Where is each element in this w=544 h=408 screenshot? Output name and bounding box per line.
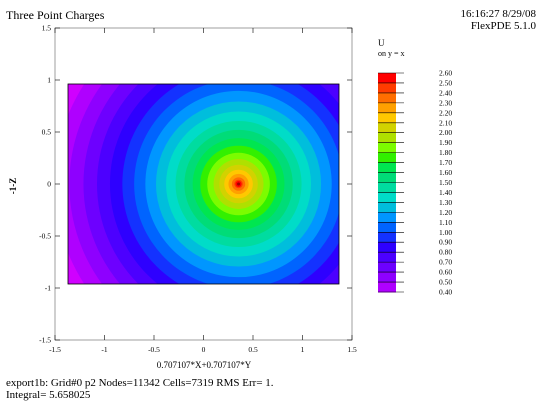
legend-swatch (378, 192, 396, 203)
x-axis: -1.5 -1 -0.5 0 0.5 1 1.5 (49, 28, 357, 354)
legend-level-label: 1.30 (439, 198, 452, 207)
legend-swatch (378, 122, 396, 134)
y-axis-label: -1-Z (8, 178, 18, 195)
legend-level-label: 0.70 (439, 258, 452, 267)
contour-bands (68, 84, 339, 284)
legend-level-label: 0.40 (439, 288, 452, 297)
legend-level-label: 2.10 (439, 118, 452, 127)
legend-surface-label: on y = x (378, 49, 405, 58)
plot-title: Three Point Charges (6, 8, 105, 22)
legend-level-label: 1.40 (439, 188, 452, 197)
y-tick-label: 0.5 (42, 128, 52, 137)
peak-marker (237, 182, 241, 186)
legend-level-label: 2.60 (439, 69, 452, 78)
legend-level-label: 0.90 (439, 238, 452, 247)
legend-swatch (378, 272, 396, 283)
legend-swatch (378, 172, 396, 183)
legend-swatch (378, 182, 396, 193)
x-axis-label: 0.707107*X+0.707107*Y (157, 360, 252, 370)
legend-swatch (378, 73, 396, 84)
legend-swatch (378, 222, 396, 233)
timestamp: 16:16:27 8/29/08 (460, 8, 536, 20)
legend-swatch (378, 132, 396, 144)
legend-swatch (378, 92, 396, 104)
x-tick-label: 1 (301, 345, 305, 354)
footer: export1b: Grid#0 p2 Nodes=11342 Cells=73… (6, 377, 274, 401)
legend-swatch (378, 242, 396, 253)
contour-plot: -1.5 -1 -0.5 0 0.5 1 1.5 1.510.50-0.5-1-1.5 0.… (8, 24, 452, 371)
legend-swatch (378, 252, 396, 263)
legend-swatch (378, 232, 396, 243)
y-tick-label: 0 (47, 180, 51, 189)
footer-stats: export1b: Grid#0 p2 Nodes=11342 Cells=73… (6, 377, 274, 389)
x-tick-label: 0 (202, 345, 206, 354)
legend-level-label: 1.90 (439, 138, 452, 147)
legend-level-label: 1.20 (439, 208, 452, 217)
legend-variable: U (378, 38, 385, 48)
svg-text:-1-Z: -1-Z (8, 178, 18, 195)
legend-swatch (378, 162, 396, 174)
legend-level-label: 1.10 (439, 218, 452, 227)
x-tick-label: 1.5 (347, 345, 357, 354)
legend-level-label: 0.80 (439, 248, 452, 257)
y-tick-label: 1 (47, 76, 51, 85)
timestamp-block: 16:16:27 8/29/08 FlexPDE 5.1.0 (461, 8, 536, 32)
legend-swatch (378, 82, 396, 94)
y-axis-label-text: Z (8, 178, 18, 184)
x-tick-label: 0.5 (248, 345, 258, 354)
color-legend: 2.602.502.402.302.202.102.001.901.801.70… (378, 69, 452, 297)
legend-level-label: 2.30 (439, 98, 452, 107)
x-tick-label: -1.5 (49, 345, 61, 354)
legend-level-label: 2.20 (439, 108, 452, 117)
domain-boundary (67, 83, 340, 285)
legend-swatch (378, 142, 396, 154)
legend-level-label: 1.60 (439, 168, 452, 177)
legend-level-label: 1.50 (439, 178, 452, 187)
y-tick-label: 1.5 (42, 24, 52, 33)
legend-swatch (378, 212, 396, 223)
footer-integral: Integral= 5.658025 (6, 389, 91, 401)
y-axis: 1.5 1 0.5 0 -0.5 -1 -1.5 (39, 24, 352, 345)
y-tick-label: -0.5 (39, 232, 51, 241)
y-tick-label: -1 (45, 284, 51, 293)
legend-swatch (378, 282, 396, 293)
legend-swatch (378, 152, 396, 164)
legend-swatch (378, 102, 396, 114)
software-version: FlexPDE 5.1.0 (470, 20, 536, 32)
legend-swatch (378, 112, 396, 124)
legend-swatch (378, 202, 396, 213)
legend-level-label: 0.60 (439, 268, 452, 277)
legend-swatch (378, 262, 396, 273)
x-tick-label: -1 (101, 345, 107, 354)
legend-level-label: 1.80 (439, 148, 452, 157)
legend-level-label: 2.50 (439, 78, 452, 87)
x-tick-label: -0.5 (148, 345, 160, 354)
legend-level-label: 1.00 (439, 228, 452, 237)
legend-level-label: 2.40 (439, 88, 452, 97)
y-tick-label: -1.5 (39, 336, 51, 345)
legend-level-label: 0.50 (439, 278, 452, 287)
y-axis-label-prefix: -1- (8, 184, 18, 195)
legend-level-label: 2.00 (439, 128, 452, 137)
legend-level-label: 1.70 (439, 158, 452, 167)
